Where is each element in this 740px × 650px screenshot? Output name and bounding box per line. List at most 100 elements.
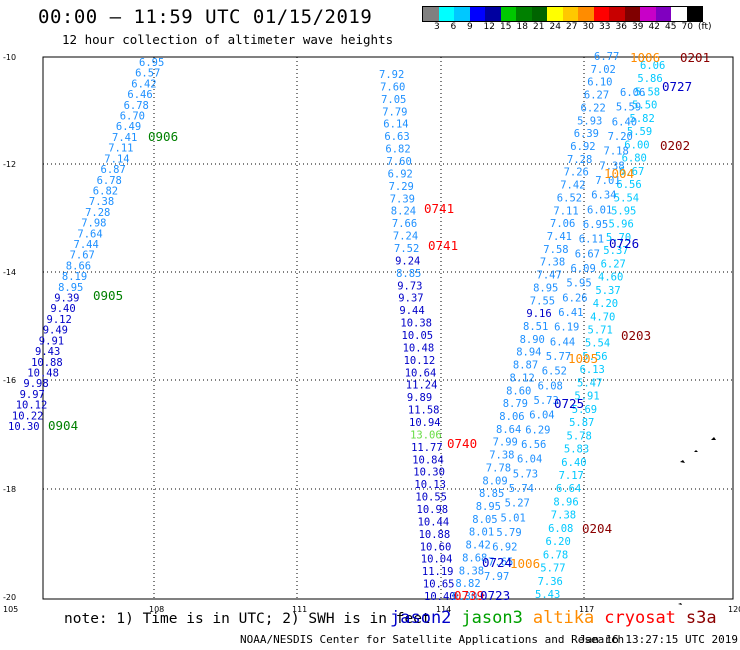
swh-value: 8.12 [510, 372, 535, 384]
scale-swatch [640, 7, 656, 21]
swh-value: 8.95 [58, 282, 83, 294]
scale-label: 6 [450, 22, 457, 32]
swh-value: 6.11 [579, 234, 604, 246]
swh-value: 7.14 [104, 153, 129, 165]
swh-value: 7.36 [538, 576, 563, 588]
swh-value: 5.83 [564, 444, 589, 456]
swh-value: 9.98 [23, 378, 48, 390]
scale-swatch [578, 7, 594, 21]
swh-value: 7.92 [379, 69, 404, 81]
swh-value: 6.78 [543, 549, 568, 561]
swh-value: 10.60 [420, 541, 452, 553]
scale-label: 24 [549, 22, 561, 32]
swh-value: 6.42 [131, 78, 156, 90]
swh-value: 10.64 [405, 367, 437, 379]
axis-tick-labels: 105 108 111 114 117 120 -10 -12 -14 -16 -18 -20 [3, 53, 740, 614]
swh-value: 7.01 [595, 175, 620, 187]
swh-value: 5.27 [505, 498, 530, 510]
color-scale-labels: 3 6 9 12 15 18 21 24 27 30 33 36 39 42 45 70 (ft) [422, 22, 740, 34]
scale-label: 42 [648, 22, 660, 32]
swh-value: 8.96 [553, 496, 578, 508]
swh-value: 5.71 [588, 325, 613, 337]
swh-value: 6.08 [548, 523, 573, 535]
swh-value: 5.87 [569, 417, 594, 429]
swh-value: 6.19 [554, 322, 579, 334]
swh-value: 6.87 [101, 164, 126, 176]
pass-id-label: 0906 [148, 129, 178, 144]
y-tick-label: -16 [3, 376, 16, 385]
swh-value: 5.01 [501, 512, 526, 524]
swh-value: 8.85 [396, 268, 421, 280]
swh-value: 8.64 [496, 424, 521, 436]
swh-value: 10.98 [417, 504, 449, 516]
swh-value: 5.37 [595, 285, 620, 297]
swh-value: 10.40 [424, 591, 456, 603]
swh-value: 9.12 [47, 314, 72, 326]
swh-value: 7.38 [540, 257, 565, 269]
swh-value: 8.85 [479, 488, 504, 500]
swh-value: 10.55 [415, 492, 447, 504]
swh-value: 8.90 [520, 334, 545, 346]
scale-label: 9 [467, 22, 473, 32]
swh-value: 6.29 [525, 424, 550, 436]
swh-value: 11.24 [406, 380, 438, 392]
swh-value: 10.30 [413, 467, 445, 479]
swh-value: 5.56 [582, 351, 607, 363]
swh-value: 8.95 [476, 501, 501, 513]
swh-value: 6.40 [561, 457, 586, 469]
swh-value: 7.67 [70, 250, 95, 262]
swh-value: 7.78 [486, 462, 511, 474]
swh-value: 6.46 [127, 89, 152, 101]
swh-value: 6.04 [529, 410, 554, 422]
swh-value: 5.58 [635, 87, 660, 99]
swh-value: 7.24 [393, 231, 418, 243]
pass-id-label: 1006 [630, 50, 660, 65]
pass-id-label: 0203 [621, 328, 651, 343]
satellite-legend: jason2 jason3 altika cryosat s3a [390, 608, 727, 628]
swh-value: 7.44 [74, 239, 99, 251]
swh-value: 10.48 [403, 342, 435, 354]
swh-value: 7.11 [553, 205, 578, 217]
swh-value: 10.65 [423, 579, 455, 591]
swh-value: 5.70 [606, 232, 631, 244]
swh-value: 5.43 [535, 589, 560, 601]
scale-swatch [609, 7, 625, 21]
pass-id-label: 0741 [428, 238, 458, 253]
swh-value: 6.06 [640, 60, 665, 72]
swh-value: 6.56 [616, 179, 641, 191]
swh-value: 4.60 [598, 272, 623, 284]
scale-swatch [547, 7, 563, 21]
swh-value: 8.66 [66, 260, 91, 272]
swh-value: 11.58 [408, 405, 440, 417]
swh-value: 7.11 [108, 143, 133, 155]
scale-label: 15 [500, 22, 512, 32]
swh-value: 7.38 [489, 450, 514, 462]
pass-id-label: 0904 [48, 418, 78, 433]
swh-value: 6.67 [575, 248, 600, 260]
scale-label: 27 [566, 22, 578, 32]
pass-id-label: 0905 [93, 288, 123, 303]
swh-value: 9.16 [526, 308, 551, 320]
swh-value: 10.30 [8, 421, 40, 433]
swh-value: 5.59 [616, 102, 641, 114]
scale-swatch [500, 7, 516, 21]
swh-value: 6.41 [558, 307, 583, 319]
swh-value: 5.59 [627, 126, 652, 138]
swh-value: 5.95 [611, 206, 636, 218]
swh-value: 10.05 [402, 330, 434, 342]
swh-value: 9.73 [397, 280, 422, 292]
swh-value: 7.38 [89, 196, 114, 208]
swh-value: 6.64 [556, 483, 581, 495]
swh-value: 7.29 [389, 181, 414, 193]
scale-swatch [423, 7, 439, 21]
swh-value: 6.49 [116, 121, 141, 133]
swh-value: 7.52 [394, 243, 419, 255]
y-tick-label: -18 [3, 485, 16, 494]
swh-value: 9.91 [39, 335, 64, 347]
swh-value: 7.66 [392, 218, 417, 230]
swh-value: 5.96 [609, 219, 634, 231]
y-tick-label: -10 [3, 53, 16, 62]
swh-value: 8.24 [391, 206, 416, 218]
swh-value: 7.38 [599, 160, 624, 172]
swh-value: 8.05 [472, 514, 497, 526]
